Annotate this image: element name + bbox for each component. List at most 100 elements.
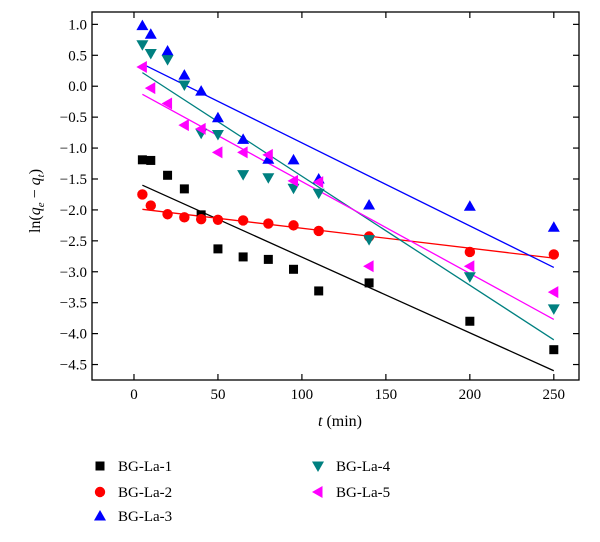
data-point-bg-la-5 — [211, 146, 223, 159]
x-tick-label: 100 — [291, 387, 314, 403]
data-point-bg-la-4 — [262, 173, 275, 184]
data-point-bg-la-2 — [145, 200, 156, 211]
data-point-bg-la-2 — [548, 249, 560, 260]
legend-item-bg-la-4: BG-La-4 — [312, 459, 391, 475]
legend-marker — [94, 486, 106, 498]
data-point-bg-la-5 — [363, 260, 374, 273]
data-point-bg-la-3 — [178, 69, 191, 80]
y-axis-q1: q — [27, 207, 44, 215]
x-tick-label: 150 — [375, 387, 398, 403]
legend-label: BG-La-2 — [118, 485, 172, 501]
data-point-bg-la-1 — [137, 155, 147, 165]
y-axis-suffix: ) — [27, 169, 44, 174]
data-point-bg-la-2 — [288, 220, 299, 231]
data-point-bg-la-4 — [237, 170, 250, 181]
y-axis-q2: q — [27, 177, 44, 185]
data-point-bg-la-4 — [178, 80, 191, 91]
data-point-bg-la-1 — [549, 345, 559, 355]
data-point-bg-la-5 — [312, 176, 324, 189]
legend: BG-La-1 BG-La-2 BG-La-3 BG-La-4 BG-La-5 — [94, 459, 391, 525]
data-point-bg-la-3 — [237, 133, 250, 144]
legend-marker — [95, 461, 105, 471]
y-tick-label: −3.5 — [60, 296, 87, 312]
legend-label: BG-La-3 — [118, 509, 172, 525]
data-point-bg-la-2 — [212, 214, 224, 226]
legend-label: BG-La-5 — [336, 485, 390, 501]
data-point-bg-la-1 — [179, 184, 189, 194]
y-axis-prefix: ln( — [27, 215, 44, 233]
data-point-bg-la-3 — [262, 153, 275, 164]
legend-label: BG-La-4 — [336, 459, 391, 475]
data-point-bg-la-5 — [195, 122, 206, 135]
x-axis-var: t — [318, 413, 323, 430]
data-point-bg-la-3 — [287, 153, 300, 165]
data-point-bg-la-4 — [161, 55, 174, 66]
legend-item-bg-la-1: BG-La-1 — [95, 459, 172, 475]
data-point-bg-la-4 — [363, 235, 376, 246]
legend-item-bg-la-5: BG-La-5 — [312, 485, 390, 501]
fit-line-bg-la-5 — [142, 93, 555, 320]
fit-line-bg-la-1 — [142, 184, 555, 372]
data-point-bg-la-1 — [163, 170, 173, 180]
data-point-bg-la-1 — [213, 244, 223, 254]
data-point-bg-la-5 — [161, 97, 173, 110]
data-point-bg-la-4 — [211, 129, 224, 141]
data-point-bg-la-5 — [463, 260, 475, 273]
x-tick-label: 200 — [459, 387, 482, 403]
data-point-bg-la-2 — [179, 212, 190, 223]
data-point-bg-la-5 — [287, 174, 299, 187]
data-point-bg-la-4 — [312, 188, 325, 200]
plot-frame — [91, 11, 580, 381]
data-point-bg-la-5 — [237, 146, 248, 159]
legend-marker — [94, 510, 106, 521]
data-point-bg-la-1 — [238, 252, 248, 262]
y-axis-sub-e: e — [35, 202, 47, 207]
y-tick-label: −0.5 — [60, 110, 87, 126]
data-point-bg-la-4 — [136, 40, 149, 51]
legend-item-bg-la-2: BG-La-2 — [94, 485, 172, 501]
y-tick-label: −2.5 — [60, 234, 87, 250]
data-point-bg-la-2 — [263, 218, 274, 229]
data-point-bg-la-1 — [314, 286, 324, 296]
y-tick-label: −4.0 — [60, 327, 87, 343]
data-point-bg-la-3 — [144, 28, 157, 39]
data-point-bg-la-5 — [178, 119, 189, 132]
data-point-bg-la-3 — [363, 198, 376, 210]
x-axis-title: t (min) — [318, 413, 362, 430]
data-point-bg-la-3 — [195, 85, 208, 96]
tick-labels: 0 50 100 150 200 250 1.0 0.5 0.0 −0.5 −1.0 −1.5 −2.0… — [60, 17, 565, 403]
data-point-bg-la-3 — [136, 19, 149, 31]
y-tick-label: −3.0 — [60, 265, 87, 281]
legend-marker — [312, 461, 324, 472]
fit-lines — [142, 63, 555, 372]
data-point-bg-la-5 — [262, 148, 273, 161]
data-point-bg-la-4 — [463, 272, 476, 283]
data-point-bg-la-2 — [464, 246, 476, 258]
y-tick-label: −4.5 — [60, 358, 87, 374]
data-point-bg-la-1 — [465, 316, 475, 326]
x-tick-label: 250 — [543, 387, 566, 403]
data-point-bg-la-2 — [137, 189, 148, 200]
data-point-bg-la-2 — [237, 215, 249, 226]
data-point-bg-la-5 — [547, 286, 559, 299]
data-point-bg-la-3 — [463, 200, 476, 211]
data-point-bg-la-3 — [161, 44, 174, 56]
data-point-bg-la-4 — [547, 304, 560, 315]
y-axis-title: ln(qe − qt) — [27, 169, 47, 233]
legend-label: BG-La-1 — [118, 459, 172, 475]
legend-marker — [312, 486, 323, 498]
data-point-bg-la-1 — [289, 264, 299, 274]
data-point-bg-la-1 — [146, 155, 156, 165]
data-point-bg-la-1 — [364, 278, 374, 288]
data-point-bg-la-4 — [144, 48, 157, 60]
y-tick-label: 0.5 — [68, 48, 87, 64]
y-axis-sub-t: t — [35, 173, 47, 177]
data-point-bg-la-3 — [211, 111, 224, 123]
x-tick-label: 50 — [210, 387, 225, 403]
data-point-bg-la-2 — [195, 213, 207, 225]
y-tick-label: −1.5 — [60, 172, 87, 188]
data-point-bg-la-5 — [136, 61, 147, 74]
y-tick-label: −1.0 — [60, 141, 87, 157]
fit-line-bg-la-3 — [142, 63, 555, 269]
